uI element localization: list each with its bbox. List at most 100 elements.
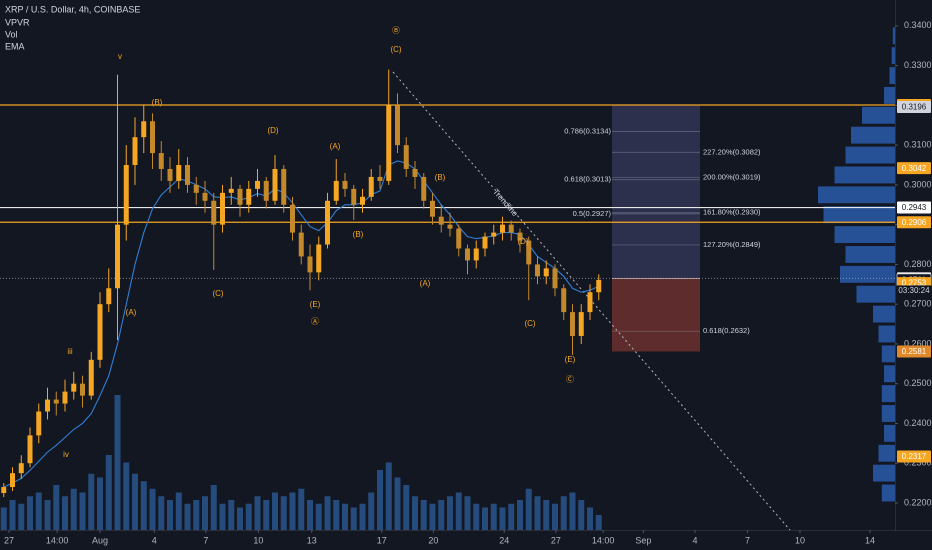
fib-target-zone: [612, 104, 700, 279]
vpvr-bar: [884, 424, 895, 442]
candle-body: [351, 188, 357, 205]
vpvr-bar: [881, 484, 895, 502]
x-tick-label: 14:00: [46, 535, 69, 545]
wave-label: (B): [435, 173, 446, 182]
y-tick-label: 0.2300: [904, 458, 932, 468]
candle-body: [193, 184, 199, 193]
volume-bar: [97, 477, 104, 530]
candle-body: [386, 105, 392, 181]
volume-bar: [202, 496, 209, 530]
candle-body: [263, 180, 269, 201]
candle-body: [368, 176, 374, 197]
volume-bar: [280, 496, 287, 530]
candle-body: [80, 383, 86, 396]
candle-body: [429, 200, 435, 217]
candle-body: [272, 168, 278, 201]
price-tag: [897, 216, 931, 229]
vpvr-bar: [884, 365, 895, 383]
volume-bar: [569, 492, 576, 530]
y-tick-label: 0.2200: [904, 497, 932, 507]
candle-body: [307, 256, 313, 273]
vpvr-bar: [840, 265, 895, 283]
volume-bar: [595, 515, 602, 530]
candle-body: [141, 121, 147, 138]
x-tick-label: 10: [253, 535, 263, 545]
vpvr-bar: [834, 226, 895, 244]
candle-body: [342, 180, 348, 189]
volume-bar: [70, 488, 77, 530]
candle-body: [123, 165, 129, 225]
candle-body: [394, 105, 400, 146]
candle-body: [106, 288, 112, 305]
candle-body: [438, 216, 444, 225]
volume-bar: [534, 496, 541, 530]
candle-body: [10, 473, 16, 488]
volume-bar: [114, 395, 121, 530]
price-tag-label: 0.2943: [902, 203, 927, 212]
volume-bar: [420, 500, 427, 530]
x-tick-label: 17: [377, 535, 387, 545]
candle-body: [88, 359, 94, 396]
vpvr-bar: [881, 385, 895, 403]
x-tick-label: 14: [865, 535, 875, 545]
y-tick-label: 0.2500: [904, 378, 932, 388]
volume-bar: [464, 496, 471, 530]
volume-bar: [376, 470, 383, 530]
candle-body: [464, 248, 470, 261]
chart-title: XRP / U.S. Dollar, 4h, COINBASE: [5, 4, 140, 14]
candle-body: [316, 244, 322, 273]
volume-bar: [385, 462, 392, 530]
vpvr-bar: [862, 106, 895, 124]
volume-bar: [298, 488, 305, 530]
volume-bar: [586, 507, 593, 530]
fib-level-label: 0.786(0.3134): [564, 127, 611, 136]
candle-body: [185, 165, 191, 185]
candle-body: [403, 145, 409, 169]
price-tag: [897, 162, 931, 175]
candle-body: [281, 168, 287, 205]
vpvr-bar: [873, 464, 895, 482]
volume-bar: [210, 485, 217, 530]
wave-label: iv: [63, 450, 69, 459]
wave-label: (A): [330, 142, 341, 151]
fib-level-label: 200.00%(0.3019): [703, 172, 761, 181]
candle-body: [176, 165, 182, 181]
candle-body: [587, 292, 593, 313]
candle-body: [569, 312, 575, 336]
candle-body: [561, 288, 567, 313]
vpvr-bar: [851, 126, 895, 144]
candle-body: [115, 224, 121, 289]
y-tick-label: 0.3000: [904, 179, 932, 189]
candle-body: [499, 224, 505, 233]
candle-body: [473, 248, 479, 261]
y-tick-label: 0.3100: [904, 139, 932, 149]
volume-bar: [516, 500, 523, 530]
vpvr-bar: [878, 444, 895, 462]
y-tick-label: 0.3300: [904, 60, 932, 70]
fib-stop-zone: [612, 278, 700, 352]
fib-level-label: 0.618(0.2632): [703, 326, 750, 335]
x-tick-label: Sep: [635, 535, 651, 545]
x-tick-label: 4: [152, 535, 157, 545]
candle-body: [298, 232, 304, 257]
volume-bar: [333, 500, 340, 530]
price-tag: [897, 100, 931, 113]
candle-body: [290, 204, 296, 233]
candle-body: [377, 176, 383, 181]
volume-bar: [359, 503, 366, 530]
candle-body: [552, 268, 558, 289]
volume-bar: [175, 492, 182, 530]
vpvr-bar: [878, 325, 895, 343]
volume-bar: [193, 500, 200, 530]
volume-bar: [88, 473, 95, 530]
vpvr-bar: [892, 27, 895, 45]
candle-body: [158, 153, 164, 169]
wave-label: (E): [565, 355, 576, 364]
volume-bar: [27, 496, 34, 530]
price-tag: [897, 450, 931, 463]
wave-label: (C): [212, 289, 223, 298]
volume-bar: [105, 455, 112, 530]
candle-body: [1, 487, 7, 494]
